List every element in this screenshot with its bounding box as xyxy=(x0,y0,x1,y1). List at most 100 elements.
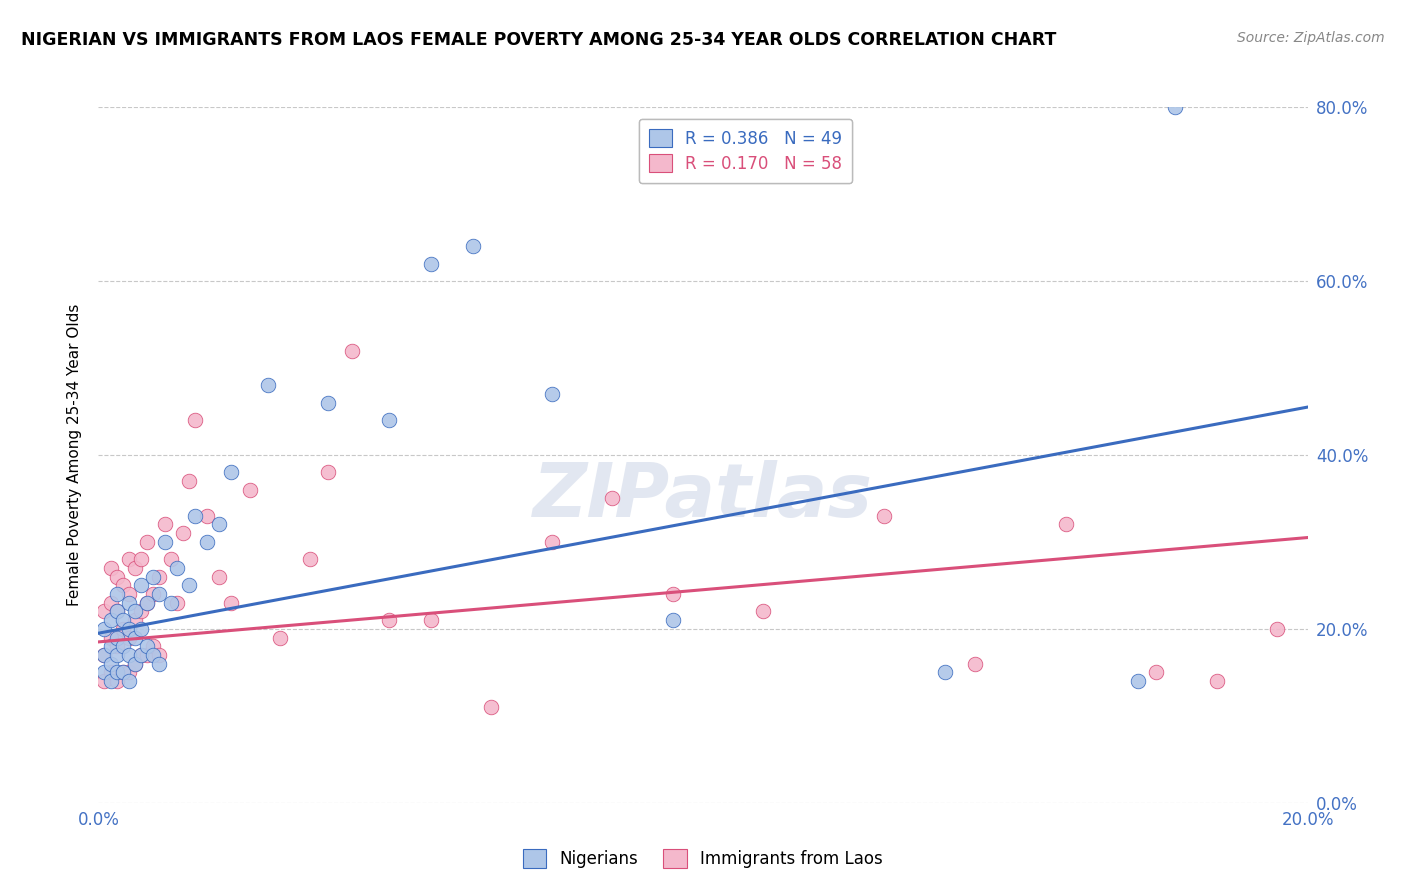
Point xyxy=(129,605,152,619)
Point xyxy=(1054,517,1077,532)
Point xyxy=(481,700,503,714)
Point xyxy=(316,396,339,410)
Point xyxy=(118,552,141,566)
Point xyxy=(239,483,262,497)
Point xyxy=(160,596,183,610)
Point xyxy=(540,387,562,401)
Point xyxy=(100,561,122,575)
Point xyxy=(129,648,152,662)
Point xyxy=(540,534,562,549)
Point xyxy=(148,648,170,662)
Point xyxy=(1267,622,1289,636)
Point xyxy=(1128,674,1150,689)
Point xyxy=(142,648,165,662)
Point xyxy=(129,622,152,636)
Point xyxy=(118,622,141,636)
Legend: Nigerians, Immigrants from Laos: Nigerians, Immigrants from Laos xyxy=(516,843,890,875)
Point xyxy=(118,674,141,689)
Point xyxy=(160,552,183,566)
Point xyxy=(299,552,322,566)
Point xyxy=(873,508,896,523)
Point xyxy=(105,665,128,680)
Text: Source: ZipAtlas.com: Source: ZipAtlas.com xyxy=(1237,31,1385,45)
Point xyxy=(118,648,141,662)
Point xyxy=(129,552,152,566)
Point xyxy=(208,570,231,584)
Point xyxy=(100,657,122,671)
Point xyxy=(221,596,243,610)
Point xyxy=(111,665,134,680)
Point xyxy=(93,622,115,636)
Point xyxy=(148,657,170,671)
Y-axis label: Female Poverty Among 25-34 Year Olds: Female Poverty Among 25-34 Year Olds xyxy=(67,304,83,606)
Point xyxy=(124,613,146,627)
Point xyxy=(124,631,146,645)
Point xyxy=(752,605,775,619)
Legend: R = 0.386   N = 49, R = 0.170   N = 58: R = 0.386 N = 49, R = 0.170 N = 58 xyxy=(638,119,852,183)
Point xyxy=(463,239,485,253)
Point xyxy=(105,674,128,689)
Point xyxy=(100,639,122,653)
Point xyxy=(105,631,128,645)
Point xyxy=(420,256,443,270)
Point xyxy=(135,639,157,653)
Point xyxy=(135,648,157,662)
Point xyxy=(93,648,115,662)
Point xyxy=(93,648,115,662)
Point xyxy=(166,561,188,575)
Point xyxy=(118,587,141,601)
Point xyxy=(269,631,291,645)
Point xyxy=(179,578,201,592)
Point xyxy=(105,648,128,662)
Point xyxy=(111,613,134,627)
Point xyxy=(184,413,207,427)
Point xyxy=(153,534,176,549)
Point xyxy=(172,526,194,541)
Point xyxy=(111,639,134,653)
Point xyxy=(184,508,207,523)
Point xyxy=(377,413,399,427)
Point xyxy=(377,613,399,627)
Point xyxy=(179,474,201,488)
Point xyxy=(195,534,218,549)
Point xyxy=(124,657,146,671)
Point xyxy=(142,587,165,601)
Point xyxy=(316,466,339,480)
Point xyxy=(105,605,128,619)
Point xyxy=(118,665,141,680)
Point xyxy=(105,570,128,584)
Point xyxy=(93,665,115,680)
Point xyxy=(100,674,122,689)
Point xyxy=(124,605,146,619)
Point xyxy=(142,570,165,584)
Point xyxy=(256,378,278,392)
Point xyxy=(166,596,188,610)
Point xyxy=(118,596,141,610)
Point xyxy=(153,517,176,532)
Point xyxy=(135,534,157,549)
Point xyxy=(100,596,122,610)
Point xyxy=(135,596,157,610)
Point xyxy=(100,665,122,680)
Point xyxy=(342,343,364,358)
Point xyxy=(111,665,134,680)
Point xyxy=(105,639,128,653)
Point xyxy=(221,466,243,480)
Point xyxy=(100,631,122,645)
Point xyxy=(602,491,624,506)
Point xyxy=(124,561,146,575)
Point xyxy=(129,578,152,592)
Point xyxy=(93,605,115,619)
Point xyxy=(208,517,231,532)
Point xyxy=(142,639,165,653)
Point xyxy=(1163,100,1185,114)
Point xyxy=(148,570,170,584)
Point xyxy=(111,578,134,592)
Point xyxy=(100,613,122,627)
Point xyxy=(148,587,170,601)
Point xyxy=(105,605,128,619)
Point xyxy=(124,657,146,671)
Point xyxy=(934,665,956,680)
Point xyxy=(105,587,128,601)
Point xyxy=(662,587,685,601)
